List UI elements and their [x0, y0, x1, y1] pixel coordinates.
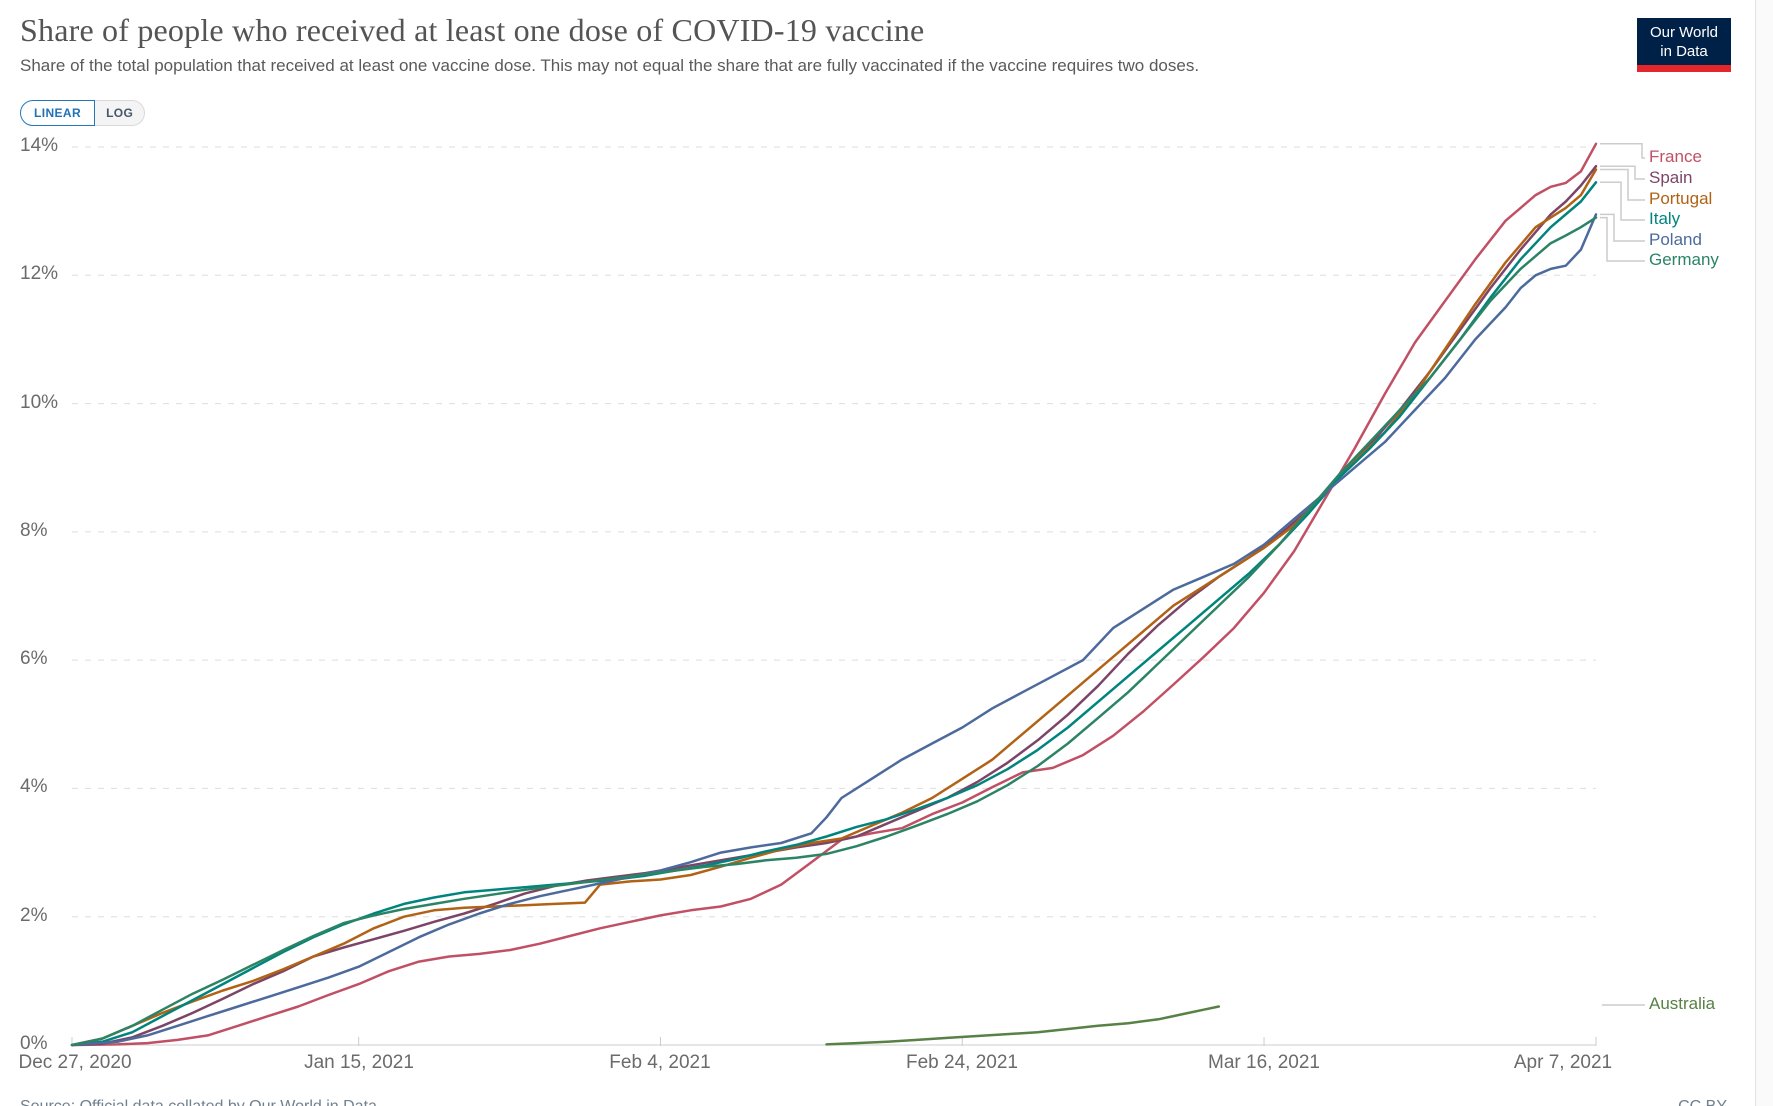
footer-license: CC BY — [1678, 1098, 1727, 1106]
scrollbar[interactable] — [1755, 0, 1773, 1106]
owid-logo[interactable]: Our World in Data — [1637, 18, 1731, 73]
scale-toggle: LINEAR LOG — [20, 100, 146, 126]
gridlines — [72, 146, 1596, 1046]
series-line-france[interactable] — [70, 142, 1598, 1047]
legend-label-france[interactable]: France — [1649, 147, 1702, 166]
footer-source: Source: Official data collated by Our Wo… — [20, 1098, 377, 1106]
linear-button[interactable]: LINEAR — [20, 100, 96, 126]
legend-label-poland[interactable]: Poland — [1649, 230, 1702, 249]
legend-connectors — [1600, 143, 1645, 1006]
page-title: Share of people who received at least on… — [20, 12, 925, 48]
legend-label-spain[interactable]: Spain — [1649, 168, 1693, 187]
series-line-portugal[interactable] — [70, 168, 1598, 1047]
legend-label-italy[interactable]: Italy — [1649, 209, 1681, 228]
series-line-spain[interactable] — [70, 164, 1598, 1047]
series-line-italy[interactable] — [70, 181, 1598, 1047]
legend-label-australia[interactable]: Australia — [1649, 994, 1716, 1013]
series-lines — [70, 142, 1598, 1047]
log-button[interactable]: LOG — [95, 100, 146, 126]
series-line-germany[interactable] — [70, 216, 1598, 1047]
page-subtitle: Share of the total population that recei… — [20, 56, 1200, 75]
legend-label-portugal[interactable]: Portugal — [1649, 189, 1713, 208]
owid-logo-text: Our World in Data — [1637, 18, 1731, 66]
owid-logo-underline — [1637, 65, 1731, 73]
footer-clipped: Source: Official data collated by Our Wo… — [0, 1098, 1755, 1106]
legend-label-germany[interactable]: Germany — [1649, 250, 1719, 269]
series-line-poland[interactable] — [70, 213, 1598, 1047]
series-line-australia[interactable] — [825, 1005, 1221, 1046]
